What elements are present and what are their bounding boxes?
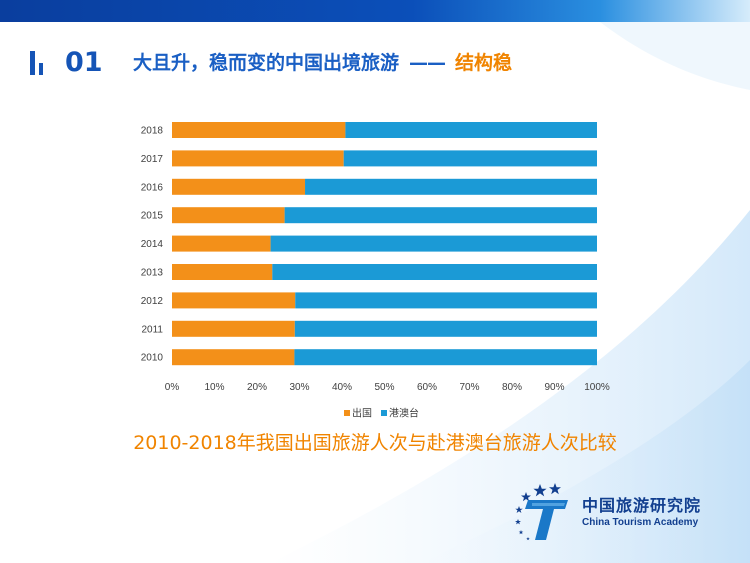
x-tick-label: 80% [502,382,522,393]
x-tick-label: 70% [459,382,479,393]
legend-label: 港澳台 [389,407,419,420]
top-header-band [0,0,750,22]
bar-2010-series-1 [294,349,597,366]
x-tick-label: 100% [584,382,610,393]
y-tick-label: 2011 [141,324,163,335]
x-tick-label: 40% [332,382,352,393]
y-tick-label: 2018 [141,126,164,137]
bar-2011-series-0 [172,320,295,337]
stacked-bar-chart: 2018 2017 2016 2015 2014 2013 2012 2011 2010 0% 1… [141,122,610,420]
y-tick-label: 2016 [141,182,164,193]
y-axis-labels: 2018 2017 2016 2015 2014 2013 2012 2011 2010 [141,126,164,364]
bar-2014-series-0 [172,235,271,252]
bar-2012-series-0 [172,292,296,309]
legend-swatch [381,410,387,416]
x-tick-label: 30% [289,382,309,393]
y-tick-label: 2014 [141,239,164,250]
chart-caption: 2010-2018年我国出国旅游人次与赴港澳台旅游人次比较 [133,432,617,454]
title-accent: 结构稳 [455,52,513,74]
bar-2018-series-0 [172,122,346,138]
x-tick-label: 0% [165,382,180,393]
academy-name-cn: 中国旅游研究院 [582,496,702,515]
slide-number: 01 [65,47,103,78]
y-tick-label: 2015 [141,211,164,222]
y-tick-label: 2012 [141,296,164,307]
bar-group [172,122,597,366]
bar-2015-series-0 [172,207,285,224]
bar-2017-series-0 [172,150,344,167]
bar-2016-series-1 [305,178,597,195]
x-tick-label: 90% [544,382,564,393]
bar-2013-series-0 [172,264,273,280]
bar-2016-series-0 [172,178,306,195]
academy-logo-icon [515,483,568,541]
bar-2018-series-1 [345,122,597,138]
x-tick-label: 60% [417,382,437,393]
y-tick-label: 2010 [141,353,164,364]
x-tick-label: 50% [374,382,394,393]
bar-2017-series-1 [343,150,597,167]
x-axis-labels: 0% 10% 20% 30% 40% 50% 60% 70% 80% 90% 100% [165,382,610,393]
title-main: 大且升，稳而变的中国出境旅游 [133,52,400,74]
chart-legend: 出国 港澳台 [344,407,419,420]
legend-swatch [344,410,350,416]
bar-2015-series-1 [284,207,597,224]
bar-2014-series-1 [270,235,597,252]
bar-2011-series-1 [294,320,597,337]
y-tick-label: 2017 [141,154,164,165]
bar-2012-series-1 [295,292,597,309]
bar-2010-series-0 [172,349,295,366]
x-tick-label: 10% [204,382,224,393]
slide-marker-icon [30,51,43,75]
x-tick-label: 20% [247,382,267,393]
y-tick-label: 2013 [141,268,164,279]
academy-name-en: China Tourism Academy [582,517,699,528]
slide-title: 大且升，稳而变的中国出境旅游 —— 结构稳 [133,50,512,76]
bar-2013-series-1 [272,264,597,280]
title-dash: —— [409,52,446,74]
legend-label: 出国 [352,407,372,420]
